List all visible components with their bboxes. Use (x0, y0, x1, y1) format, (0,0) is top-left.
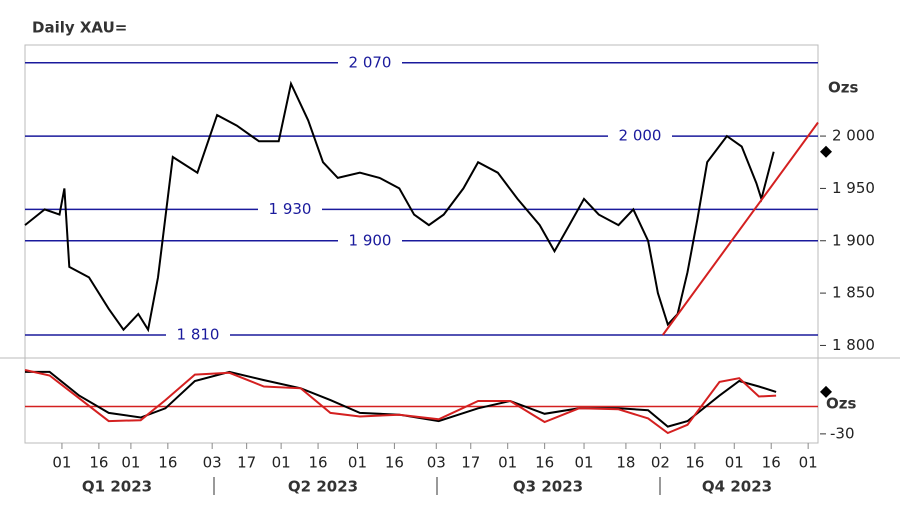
y-tick-label: 1 950 (832, 179, 875, 197)
x-tick-label: 03 (203, 454, 222, 472)
x-tick-label: 01 (574, 454, 593, 472)
x-tick-label: 01 (121, 454, 140, 472)
plot-frame (24, 44, 819, 444)
y-unit-label: Ozs (826, 395, 856, 413)
x-tick-label: 16 (309, 454, 328, 472)
x-tick-label: 17 (461, 454, 480, 472)
x-tick-label: 03 (427, 454, 446, 472)
level-label: 1 930 (269, 200, 312, 218)
x-tick-label: 16 (685, 454, 704, 472)
x-tick-label: 16 (385, 454, 404, 472)
level-label: 1 810 (177, 325, 220, 343)
x-tick-label: 01 (348, 454, 367, 472)
x-tick-label: 17 (237, 454, 256, 472)
x-tick-label: 01 (272, 454, 291, 472)
y-tick-label: 1 900 (832, 231, 875, 249)
quarter-label: Q4 2023 (702, 478, 772, 496)
level-label-bg (258, 199, 322, 220)
level-label-bg (338, 230, 402, 251)
x-tick-label: 01 (799, 454, 818, 472)
last-value-marker (820, 145, 832, 158)
x-tick-label: 18 (616, 454, 635, 472)
oscillator-line (24, 369, 777, 435)
level-label: 1 900 (349, 231, 392, 249)
x-tick-label: 01 (498, 454, 517, 472)
y-unit-label: Ozs (828, 79, 858, 97)
y-tick-label: 1 850 (832, 284, 875, 302)
quarter-label: Q2 2023 (288, 478, 358, 496)
x-tick-label: 01 (52, 454, 71, 472)
level-label-bg (338, 52, 402, 73)
x-tick-label: 16 (89, 454, 108, 472)
quarter-label: Q3 2023 (513, 478, 583, 496)
y-tick-label: 2 000 (832, 127, 875, 145)
x-tick-label: 02 (651, 454, 670, 472)
quarter-label: Q1 2023 (82, 478, 152, 496)
chart-title: Daily XAU= (32, 19, 127, 37)
x-tick-label: 16 (158, 454, 177, 472)
level-label: 2 000 (619, 127, 662, 145)
y-tick-label: 1 800 (832, 336, 875, 354)
level-label-bg (608, 126, 672, 147)
level-label-bg (166, 324, 230, 345)
last-value-marker (820, 385, 832, 398)
y-tick-label: -30 (830, 424, 855, 442)
level-label: 2 070 (349, 53, 392, 71)
x-tick-label: 16 (762, 454, 781, 472)
x-tick-label: 16 (535, 454, 554, 472)
x-tick-label: 01 (725, 454, 744, 472)
trendline (661, 121, 819, 336)
